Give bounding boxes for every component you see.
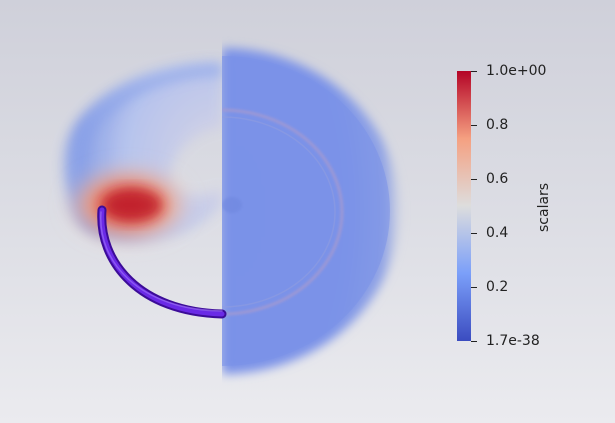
colorbar-tick-0-4 [471, 233, 477, 234]
left-volume-shell [58, 61, 222, 243]
colorbar-label-max: 1.0e+00 [486, 63, 547, 79]
colorbar-tick-min [471, 341, 477, 342]
colorbar-label-0-6: 0.6 [486, 171, 509, 187]
colorbar-label-0-8: 0.8 [486, 117, 509, 133]
right-volume-disc [222, 48, 400, 374]
colorbar-title: scalars [536, 182, 552, 232]
colorbar-gradient [457, 71, 471, 341]
colorbar-tick-0-2 [471, 287, 477, 288]
colorbar-tick-0-8 [471, 125, 477, 126]
colorbar-label-0-2: 0.2 [486, 279, 509, 295]
colorbar-tick-max [471, 71, 477, 72]
colorbar-tick-0-6 [471, 179, 477, 180]
colorbar-label-0-4: 0.4 [486, 225, 509, 241]
colorbar-label-min: 1.7e-38 [486, 333, 540, 349]
